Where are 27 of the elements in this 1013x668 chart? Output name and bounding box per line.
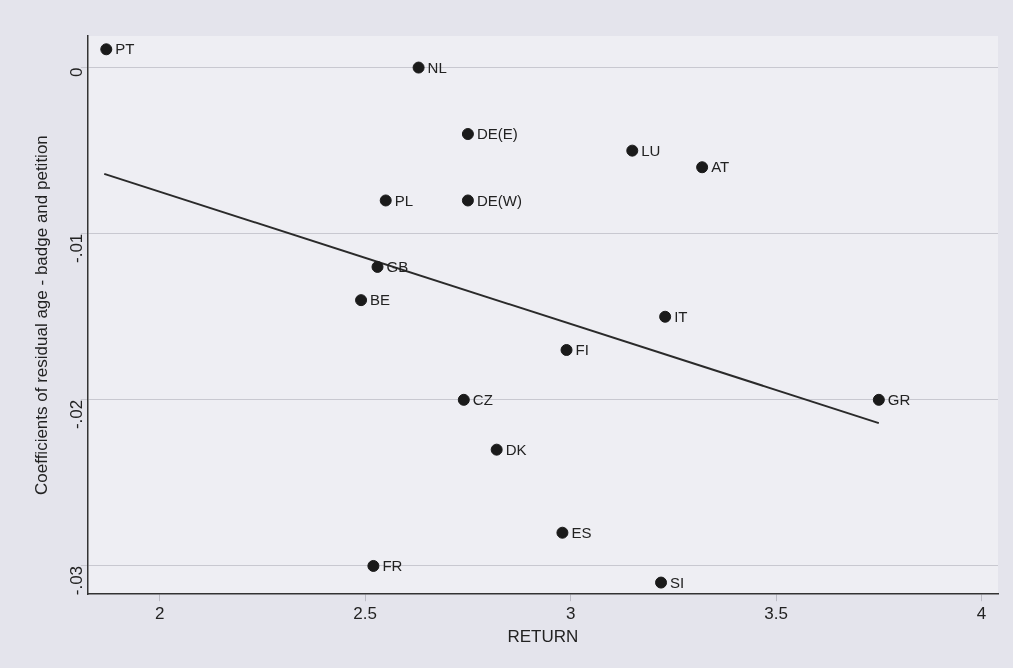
annotation: FR (382, 557, 403, 575)
annotation: PL (394, 191, 414, 209)
x-tick-label: 4 (976, 604, 987, 624)
annotation: AT (711, 158, 730, 176)
annotation: DK (505, 440, 527, 458)
annotation: LU (641, 141, 661, 159)
y-axis-title: Coefficients of residual age - badge and petition (31, 135, 51, 495)
annotation: GR (887, 390, 911, 408)
x-axis-title: RETURN (507, 627, 579, 647)
y-tick-label: -.02 (67, 399, 87, 430)
annotation: PT (115, 40, 135, 58)
y-tick-label: 0 (67, 67, 87, 78)
annotation: ES (571, 523, 592, 541)
x-tick-label: 2.5 (353, 604, 377, 624)
annotation: DE(W) (476, 191, 522, 209)
annotation: CZ (472, 390, 493, 408)
annotation: DE(E) (476, 125, 518, 143)
x-tick-label: 3.5 (764, 604, 788, 624)
annotation: FI (575, 341, 589, 359)
x-tick-label: 2 (154, 604, 165, 624)
annotation: NL (427, 58, 447, 76)
y-tick-label: -.01 (67, 233, 87, 263)
annotation: BE (370, 291, 391, 309)
annotation: IT (674, 307, 688, 325)
annotation: SI (670, 573, 685, 591)
y-tick-label: -.03 (67, 565, 87, 596)
x-tick-label: 3 (565, 604, 576, 624)
